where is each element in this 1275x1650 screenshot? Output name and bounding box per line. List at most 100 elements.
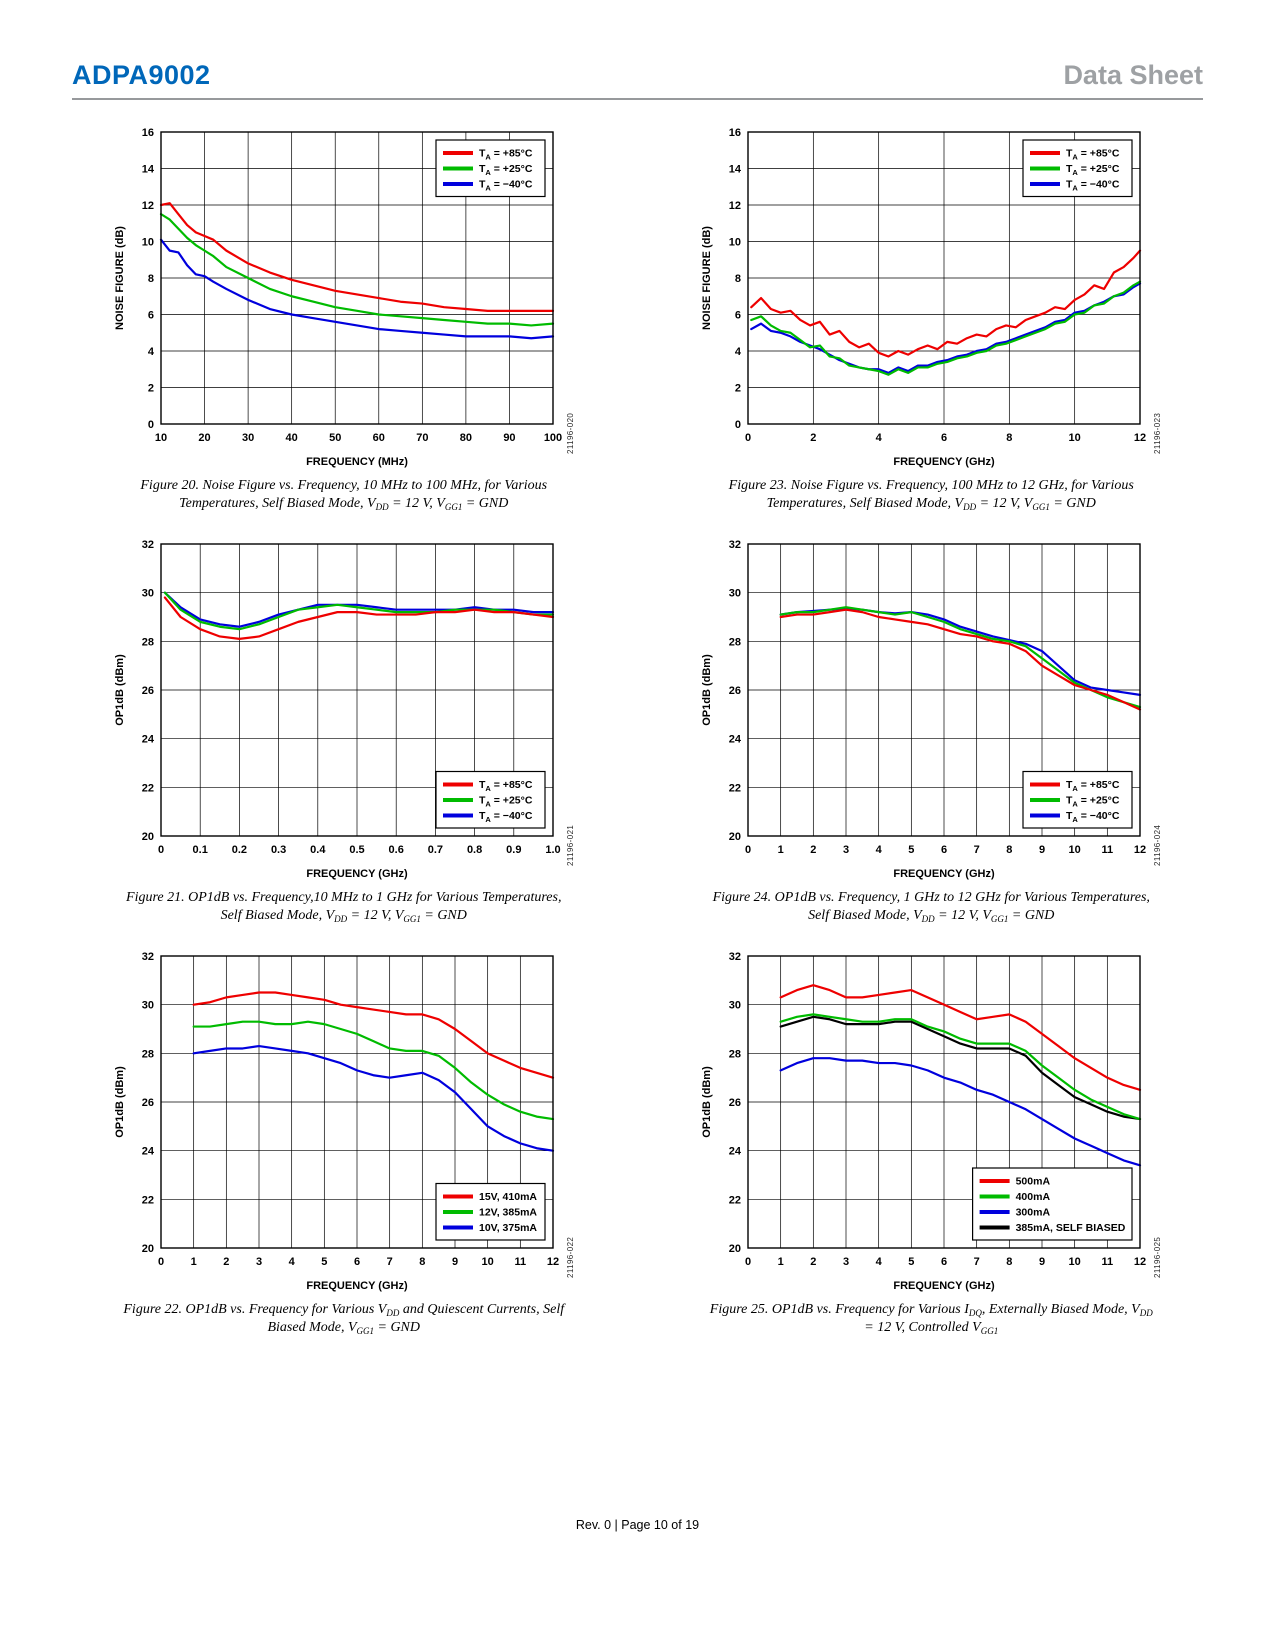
figure-code: 21196-023 <box>1153 413 1162 454</box>
chart-canvas: 0 0.1 0.2 0.3 0.4 0.5 0.6 0.7 0.8 0.9 1.0 20 22 24 26 2… <box>114 539 575 880</box>
svg-text:8: 8 <box>148 273 154 285</box>
subscript-text: DD <box>334 914 348 925</box>
svg-text:10: 10 <box>481 1256 493 1268</box>
figure-caption: Figure 24. OP1dB vs. Frequency, 1 GHz to… <box>712 889 1150 925</box>
series-line <box>192 991 554 1079</box>
series-line <box>192 1020 554 1120</box>
svg-text:0: 0 <box>745 1256 751 1268</box>
legend-label: 385mA, SELF BIASED <box>1016 1222 1126 1234</box>
svg-text:12: 12 <box>1134 432 1146 444</box>
series-lines <box>192 991 554 1152</box>
svg-text:20: 20 <box>729 1243 741 1255</box>
doc-type-label: Data Sheet <box>1063 60 1203 90</box>
legend: 500mA 400mA 300mA 385mA, SELF BIASED <box>972 1167 1133 1241</box>
legend-label: 300mA <box>1016 1206 1051 1218</box>
svg-text:28: 28 <box>729 636 741 648</box>
svg-text:22: 22 <box>142 1194 154 1206</box>
svg-text:0: 0 <box>735 419 741 431</box>
svg-text:26: 26 <box>729 685 741 697</box>
svg-text:2: 2 <box>148 383 154 395</box>
svg-text:30: 30 <box>142 999 154 1011</box>
svg-text:0: 0 <box>745 844 751 856</box>
svg-text:14: 14 <box>729 164 742 176</box>
svg-text:2: 2 <box>811 1256 817 1268</box>
svg-text:16: 16 <box>729 127 741 139</box>
y-axis-label: OP1dB (dBm) <box>701 1066 713 1138</box>
svg-text:3: 3 <box>256 1256 262 1268</box>
svg-text:4: 4 <box>288 1256 295 1268</box>
svg-text:2: 2 <box>811 844 817 856</box>
svg-text:11: 11 <box>1102 1256 1114 1268</box>
svg-text:22: 22 <box>142 782 154 794</box>
legend: TA = +85°CTA = +25°C TA = −40°C <box>1022 139 1133 198</box>
svg-text:9: 9 <box>1039 844 1045 856</box>
svg-text:50: 50 <box>329 432 341 444</box>
svg-text:0.9: 0.9 <box>506 844 521 856</box>
svg-text:0.4: 0.4 <box>310 844 326 856</box>
svg-text:100: 100 <box>544 432 562 444</box>
series-lines <box>750 249 1142 376</box>
svg-text:26: 26 <box>142 1097 154 1109</box>
svg-text:28: 28 <box>142 1048 154 1060</box>
figure-caption: Figure 20. Noise Figure vs. Frequency, 1… <box>140 478 548 513</box>
svg-text:90: 90 <box>503 432 515 444</box>
svg-text:0.3: 0.3 <box>271 844 286 856</box>
svg-text:10: 10 <box>1069 1256 1081 1268</box>
svg-text:30: 30 <box>142 588 154 600</box>
svg-text:4: 4 <box>148 346 155 358</box>
svg-text:12: 12 <box>729 200 741 212</box>
svg-text:4: 4 <box>876 432 883 444</box>
plot-border <box>160 955 554 1249</box>
series-line <box>779 1013 1142 1120</box>
svg-text:80: 80 <box>460 432 472 444</box>
subscript-text: GG1 <box>403 914 421 925</box>
svg-text:12: 12 <box>547 1256 559 1268</box>
legend: TA = +85°CTA = +25°C TA = −40°C <box>1022 770 1133 829</box>
svg-text:4: 4 <box>735 346 742 358</box>
figure-24: 0 1 2 3 4 5 6 7 8 9 10 11 12 20 22 24 26 28 30 32 FREQUENCY … <box>660 534 1204 926</box>
series-line <box>750 280 1142 376</box>
page-header: ADPA9002 Data Sheet <box>72 60 1203 100</box>
svg-text:70: 70 <box>416 432 428 444</box>
chart-canvas: 10 20 30 40 50 60 70 80 90 100 0 2 4 6 8 10 12 14 16 FREQUE… <box>114 127 575 468</box>
figure-20: 10 20 30 40 50 60 70 80 90 100 0 2 4 6 8 10 12 14 16 FREQUE… <box>72 122 616 514</box>
svg-text:8: 8 <box>1007 1256 1013 1268</box>
figure-code: 21196-021 <box>566 824 575 865</box>
chart-canvas: 0 2 4 6 8 10 12 0 2 4 6 8 10 12 14 16 FREQUENCY (GHz) NOI… <box>701 127 1162 468</box>
figure-21: 0 0.1 0.2 0.3 0.4 0.5 0.6 0.7 0.8 0.9 1.0 20 22 24 26 2… <box>72 534 616 926</box>
tick-labels: 10 20 30 40 50 60 70 80 90 100 0 2 4 6 8 10 12 14 16 <box>142 127 562 444</box>
x-axis-label: FREQUENCY (GHz) <box>894 868 996 880</box>
svg-text:11: 11 <box>1102 844 1114 856</box>
y-axis-label: OP1dB (dBm) <box>701 654 713 726</box>
svg-text:10: 10 <box>1069 844 1081 856</box>
y-axis-label: NOISE FIGURE (dB) <box>701 226 713 330</box>
svg-text:32: 32 <box>729 951 741 963</box>
svg-text:0.1: 0.1 <box>192 844 207 856</box>
svg-text:8: 8 <box>1007 844 1013 856</box>
svg-text:7: 7 <box>974 1256 980 1268</box>
svg-text:1.0: 1.0 <box>545 844 560 856</box>
svg-text:10: 10 <box>142 237 154 249</box>
y-axis-label: NOISE FIGURE (dB) <box>114 226 126 330</box>
svg-text:0.5: 0.5 <box>349 844 364 856</box>
svg-text:5: 5 <box>909 844 915 856</box>
svg-text:8: 8 <box>735 273 741 285</box>
subscript-text: DD <box>921 914 935 925</box>
svg-text:24: 24 <box>729 734 742 746</box>
plot-border <box>160 131 554 425</box>
svg-text:10: 10 <box>729 237 741 249</box>
legend-label: 10V, 375mA <box>479 1222 537 1234</box>
svg-text:60: 60 <box>372 432 384 444</box>
subscript-text: GG1 <box>1032 502 1050 513</box>
subscript-text: GG1 <box>980 1326 999 1337</box>
figure-22: 0 1 2 3 4 5 6 7 8 9 10 11 12 20 22 24 26 28 30 32 FREQUENCY … <box>72 946 616 1338</box>
svg-text:0: 0 <box>745 432 751 444</box>
svg-text:24: 24 <box>142 1145 155 1157</box>
svg-text:5: 5 <box>909 1256 915 1268</box>
figure-caption: Figure 22. OP1dB vs. Frequency for Vario… <box>123 1301 565 1337</box>
x-axis-label: FREQUENCY (GHz) <box>306 868 408 880</box>
legend-label: 15V, 410mA <box>479 1191 537 1203</box>
plot-border <box>747 955 1141 1249</box>
